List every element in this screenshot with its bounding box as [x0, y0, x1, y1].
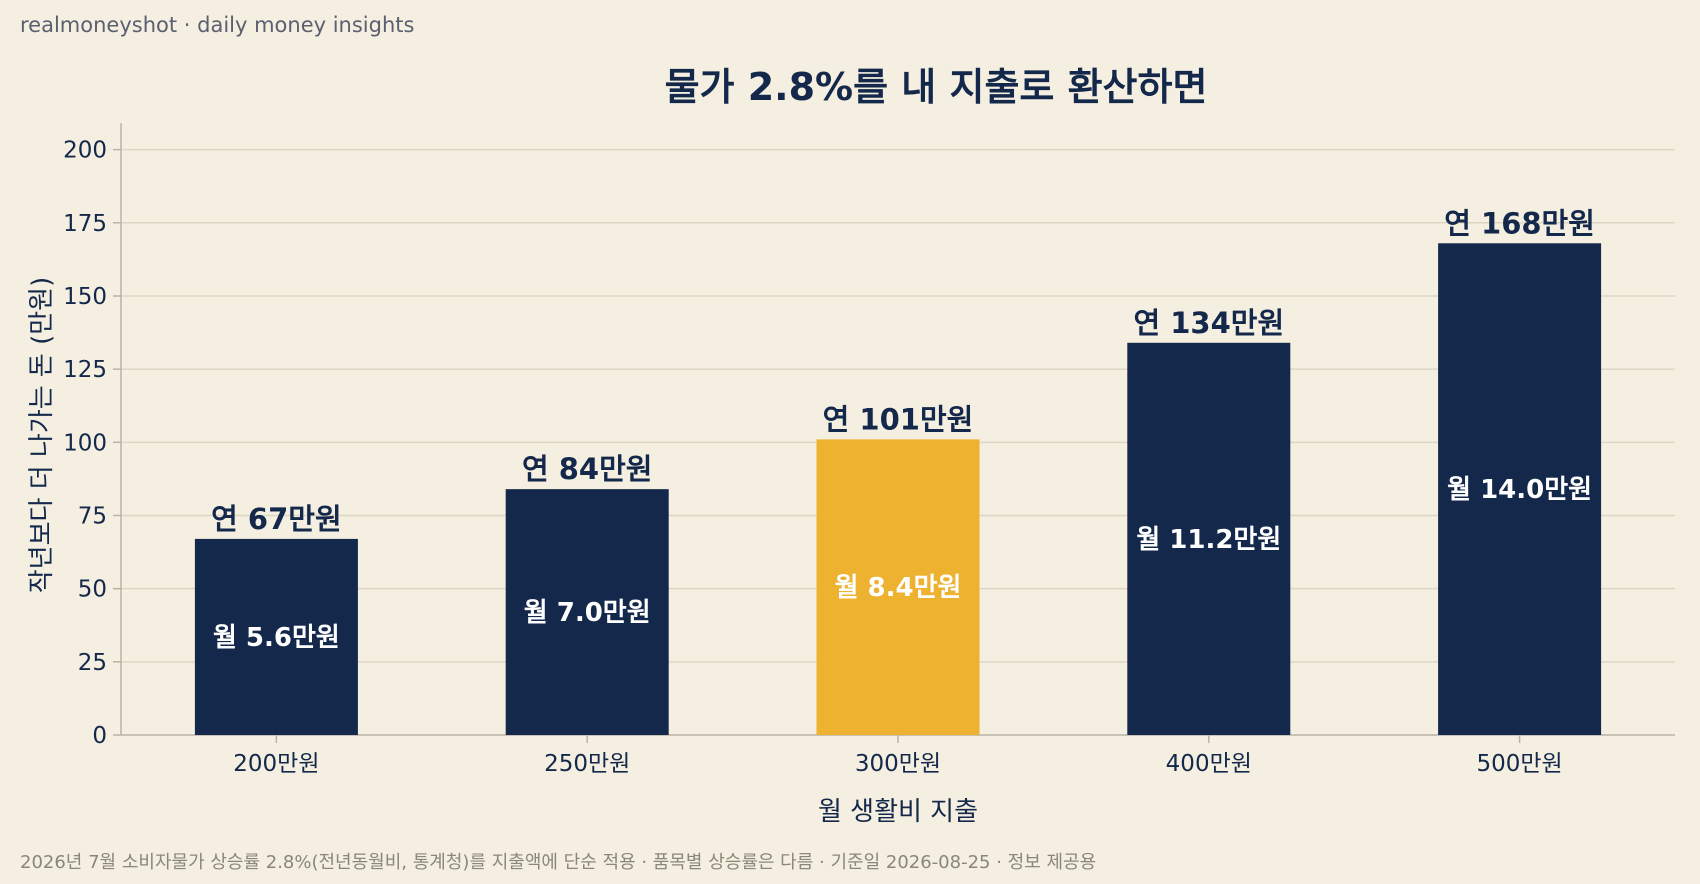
monthly-value-label: 월 5.6만원 — [213, 623, 340, 653]
y-tick-label: 150 — [63, 284, 107, 310]
bar-2 — [505, 489, 669, 735]
x-tick-label: 300만원 — [855, 751, 941, 777]
annual-value-label: 연 101만원 — [823, 402, 974, 436]
y-tick-label: 175 — [63, 211, 107, 237]
bar-4 — [1127, 342, 1291, 735]
y-axis-title: 작년보다 더 나가는 돈 (만원) — [27, 277, 57, 593]
x-tick-label: 400만원 — [1166, 751, 1252, 777]
y-tick-label: 0 — [92, 723, 107, 749]
x-tick-label: 200만원 — [233, 751, 319, 777]
annual-value-label: 연 67만원 — [211, 502, 342, 536]
footnote: 2026년 7월 소비자물가 상승률 2.8%(전년동월비, 통계청)를 지출액… — [20, 852, 1097, 873]
bar-5 — [1438, 243, 1602, 736]
axes: 0 25 50 75 100 125 150 175 200 200만원 250만원 300만원 400… — [63, 123, 1675, 777]
annual-value-label: 연 168만원 — [1444, 206, 1595, 240]
bar-3 — [816, 439, 980, 735]
y-tick-label: 200 — [63, 138, 107, 164]
y-tick-label: 25 — [78, 650, 107, 676]
chart-title: 물가 2.8%를 내 지출로 환산하면 — [665, 65, 1208, 109]
annual-value-label: 연 84만원 — [522, 452, 653, 486]
annual-value-label: 연 134만원 — [1133, 306, 1284, 340]
x-axis-title: 월 생활비 지출 — [818, 797, 978, 827]
bars — [194, 243, 1602, 736]
monthly-value-label: 월 11.2만원 — [1136, 525, 1281, 555]
y-tick-label: 50 — [78, 577, 107, 603]
x-tick-label: 500만원 — [1476, 751, 1562, 777]
x-tick-label: 250만원 — [544, 751, 630, 777]
monthly-value-label: 월 8.4만원 — [835, 573, 962, 603]
monthly-value-label: 월 7.0만원 — [524, 598, 651, 628]
y-tick-label: 75 — [78, 503, 107, 529]
y-tick-label: 125 — [63, 357, 107, 383]
y-tick-label: 100 — [63, 430, 107, 456]
bar-1 — [194, 538, 358, 735]
monthly-value-label: 월 14.0만원 — [1447, 475, 1592, 505]
brand-caption: realmoneyshot · daily money insights — [20, 13, 415, 37]
